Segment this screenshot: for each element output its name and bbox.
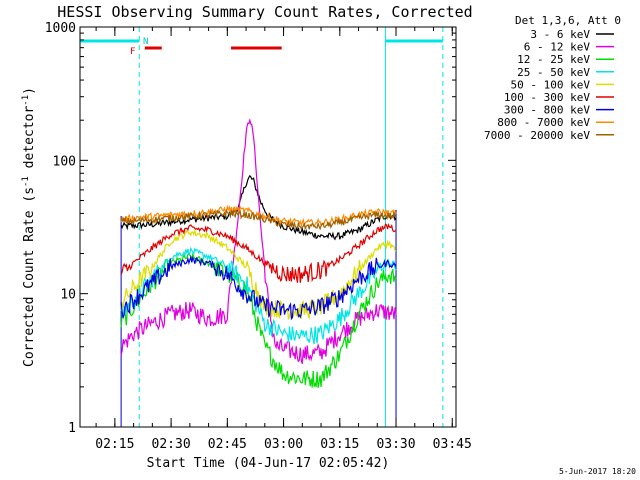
x-axis-label: Start Time (04-Jun-17 02:05:42): [147, 456, 390, 471]
y-tick-label: 10: [60, 288, 76, 303]
flag-n-label: N: [143, 37, 148, 47]
y-axis: 1 10 100 1000: [45, 21, 456, 436]
x-tick-label: 03:30: [376, 437, 415, 452]
legend-label-5: 100 - 300 keV: [504, 91, 590, 104]
series-line-3: [120, 246, 397, 345]
series-line-5: [120, 222, 397, 283]
legend-label-0: 3 - 6 keV: [530, 28, 590, 41]
legend-header: Det 1,3,6, Att 0: [515, 14, 621, 27]
x-tick-label: 02:45: [208, 437, 247, 452]
flag-labels: F N: [130, 37, 148, 57]
x-tick-label: 03:00: [264, 437, 303, 452]
x-tick-label: 03:15: [320, 437, 359, 452]
series-lines: [120, 118, 397, 389]
legend-label-2: 12 - 25 keV: [517, 53, 590, 66]
series-line-2: [120, 252, 397, 389]
timestamp: 5-Jun-2017 18:20: [559, 467, 636, 476]
series-line-0: [120, 174, 397, 241]
legend-label-3: 25 - 50 keV: [517, 66, 590, 79]
x-tick-label: 02:15: [95, 437, 134, 452]
series-line-4: [120, 229, 397, 320]
y-tick-label: 1000: [45, 21, 76, 36]
series-line-6: [120, 254, 397, 321]
legend-label-1: 6 - 12 keV: [524, 41, 591, 54]
y-axis-label-main: Corrected Count Rate (s: [22, 187, 37, 367]
chart-title: HESSI Observing Summary Count Rates, Cor…: [57, 3, 472, 21]
y-axis-label: Corrected Count Rate (s-1 detector-1): [21, 87, 37, 367]
x-tick-label: 03:45: [433, 437, 472, 452]
x-tick-label: 02:30: [152, 437, 191, 452]
x-axis: 02:15 02:30 02:45 03:00 03:15 03:30 03:45: [95, 27, 472, 452]
y-tick-label: 100: [53, 154, 76, 169]
legend-label-8: 7000 - 20000 keV: [484, 129, 590, 142]
series-line-7: [120, 204, 397, 228]
y-axis-label-exp2: -1: [21, 95, 31, 106]
plot-frame: [79, 26, 457, 428]
legend-label-7: 800 - 7000 keV: [497, 116, 590, 129]
legend-label-6: 300 - 800 keV: [504, 104, 590, 117]
y-axis-label-exp1: -1: [21, 176, 31, 187]
y-tick-label: 1: [68, 421, 76, 436]
y-axis-label-mid: detector: [22, 106, 37, 177]
flag-f-label: F: [130, 47, 135, 57]
series-line-8: [120, 208, 397, 231]
legend-label-4: 50 - 100 keV: [511, 78, 591, 91]
y-axis-label-end: ): [22, 87, 37, 95]
series-line-1: [120, 118, 397, 364]
